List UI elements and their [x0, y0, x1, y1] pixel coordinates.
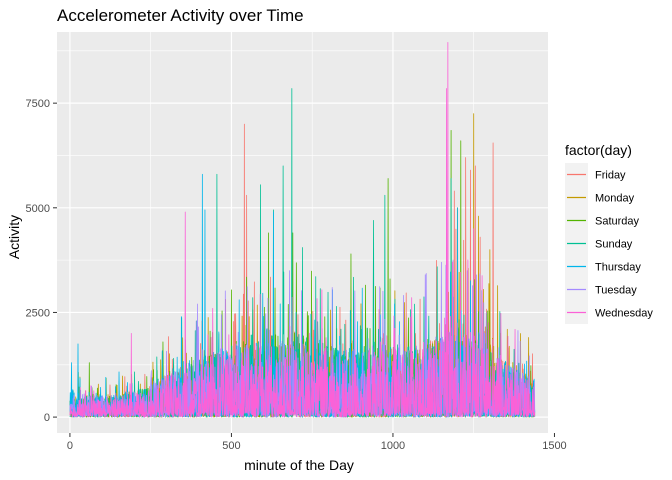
legend-label-thursday: Thursday: [595, 262, 641, 274]
legend-label-sunday: Sunday: [595, 239, 633, 251]
y-axis: 0 2500 5000 7500: [26, 98, 57, 424]
legend-label-tuesday: Tuesday: [595, 285, 637, 297]
legend-label-saturday: Saturday: [595, 216, 640, 228]
legend-label-friday: Friday: [595, 170, 626, 182]
y-axis-title: Activity: [6, 215, 22, 259]
x-tick-label: 1000: [381, 440, 405, 452]
x-tick-label: 0: [67, 440, 73, 452]
y-tick-label: 0: [44, 412, 50, 424]
chart-title: Accelerometer Activity over Time: [57, 6, 304, 25]
legend-title: factor(day): [565, 142, 632, 158]
x-tick-label: 1500: [542, 440, 566, 452]
series-layer: [69, 42, 536, 418]
legend-label-monday: Monday: [595, 193, 635, 205]
x-axis: 0 500 1000 1500: [67, 433, 567, 452]
legend-label-wednesday: Wednesday: [595, 308, 653, 320]
y-tick-label: 7500: [26, 98, 50, 110]
x-axis-title: minute of the Day: [244, 457, 354, 473]
legend: factor(day) Friday Monday Saturday Sunday Th…: [565, 142, 653, 324]
plot-panel: [57, 32, 556, 433]
series-line-wednesday: [69, 42, 536, 418]
x-tick-label: 500: [222, 440, 240, 452]
y-tick-label: 2500: [26, 307, 50, 319]
y-tick-label: 5000: [26, 203, 50, 215]
